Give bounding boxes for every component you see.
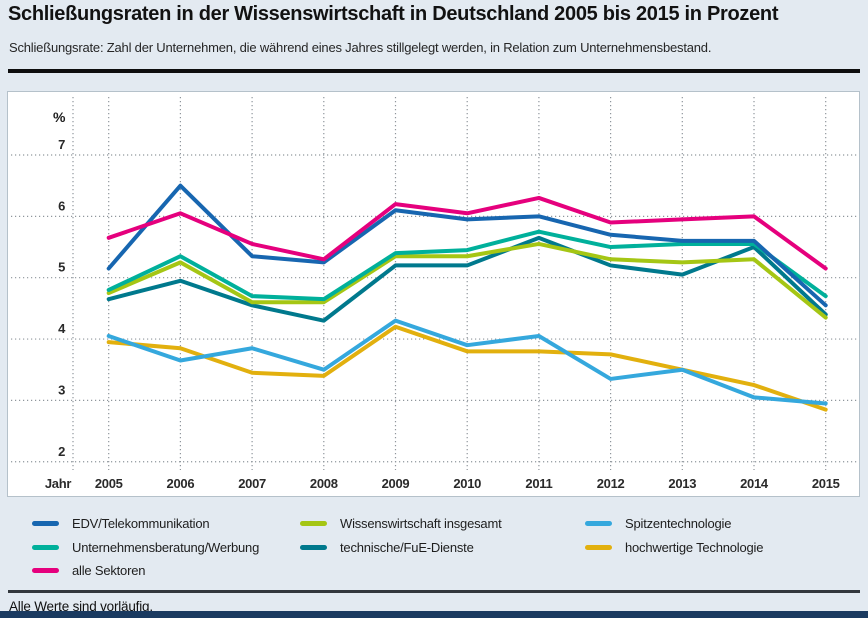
legend-column-3: Spitzentechnologie hochwertige Technologi…	[585, 512, 763, 559]
y-tick-label-4: 4	[58, 321, 66, 336]
chart-plot-area: 7 6 5 4 3 2% Jahr 2005 2006 2007 2008 2009 2010 2011 2…	[11, 97, 857, 491]
legend-item-unternehmensberatung-werbung: Unternehmensberatung/Werbung	[32, 536, 259, 560]
x-tick-label-2011: 2011	[525, 476, 552, 491]
bottom-accent-bar	[0, 611, 868, 618]
legend-column-2: Wissenswirtschaft insgesamt technische/Fu…	[300, 512, 502, 560]
legend-label: EDV/Telekommunikation	[72, 516, 210, 532]
page-title: Schließungsraten in der Wissenswirtschaf…	[8, 3, 779, 25]
legend-label: Wissenswirtschaft insgesamt	[340, 516, 502, 532]
x-tick-label-2006: 2006	[167, 476, 195, 491]
legend-swatch-hochwertige-technologie	[585, 544, 612, 550]
legend-swatch-wissenswirtschaft-insgesamt	[300, 521, 327, 527]
x-axis-label: Jahr	[45, 476, 72, 491]
series-line-wissenswirtschaft-insgesamt	[106, 241, 828, 320]
x-tick-label-2015: 2015	[812, 476, 840, 491]
series-line-spitzentechnologie	[106, 318, 828, 406]
y-tick-label-6: 6	[58, 198, 65, 213]
page-subtitle: Schließungsrate: Zahl der Unternehmen, d…	[9, 40, 712, 55]
legend-label: Spitzentechnologie	[625, 516, 732, 532]
legend-swatch-unternehmensberatung-werbung	[32, 544, 59, 550]
y-tick-label-5: 5	[58, 260, 65, 275]
x-tick-label-2008: 2008	[310, 476, 338, 491]
chart-legend: EDV/Telekommunikation Unternehmensberatun…	[0, 512, 868, 584]
legend-swatch-edv-telekommunikation	[32, 521, 59, 527]
legend-swatch-alle-sektoren	[32, 568, 59, 574]
x-tick-label-2005: 2005	[95, 476, 123, 491]
legend-item-wissenswirtschaft-insgesamt: Wissenswirtschaft insgesamt	[300, 512, 502, 536]
x-tick-label-2013: 2013	[668, 476, 696, 491]
line-chart: 7 6 5 4 3 2% Jahr 2005 2006 2007 2008 2009 2010 2011 2…	[7, 91, 860, 497]
y-tick-label-3: 3	[58, 382, 65, 397]
series-line-hochwertige-technologie	[106, 324, 828, 412]
legend-item-alle-sektoren: alle Sektoren	[32, 559, 259, 583]
header-divider	[8, 69, 860, 73]
footnote: Alle Werte sind vorläufig.	[9, 599, 153, 614]
legend-label: technische/FuE-Dienste	[340, 539, 474, 555]
legend-label: Unternehmensberatung/Werbung	[72, 539, 260, 555]
x-tick-label-2010: 2010	[453, 476, 481, 491]
x-tick-label-2014: 2014	[740, 476, 769, 491]
legend-swatch-spitzentechnologie	[585, 521, 612, 527]
series-line-alle-sektoren	[106, 195, 828, 271]
legend-item-technische-fue-dienste: technische/FuE-Dienste	[300, 536, 501, 560]
legend-swatch-technische-fue-dienste	[300, 544, 327, 550]
footer-divider	[8, 590, 860, 593]
series-line-unternehmensberatung-werbung	[106, 229, 828, 302]
y-axis-unit-label: %	[53, 109, 66, 125]
y-tick-label-7: 7	[58, 137, 65, 152]
legend-column-1: EDV/Telekommunikation Unternehmensberatun…	[32, 512, 259, 583]
series-line-technische-fue-dienste	[106, 235, 828, 323]
legend-label: hochwertige Technologie	[625, 539, 764, 555]
legend-item-hochwertige-technologie: hochwertige Technologie	[585, 536, 763, 560]
x-tick-label-2009: 2009	[382, 476, 410, 491]
legend-item-edv-telekommunikation: EDV/Telekommunikation	[32, 512, 259, 536]
y-tick-label-2: 2	[58, 444, 65, 459]
x-tick-label-2012: 2012	[597, 476, 625, 491]
x-tick-label-2007: 2007	[238, 476, 266, 491]
legend-label: alle Sektoren	[72, 563, 146, 579]
legend-item-spitzentechnologie: Spitzentechnologie	[585, 512, 763, 536]
